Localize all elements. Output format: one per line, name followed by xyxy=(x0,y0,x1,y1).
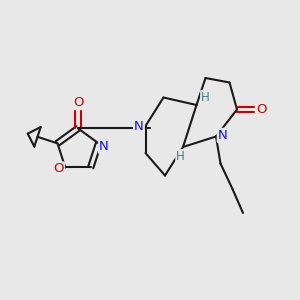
Text: N: N xyxy=(99,140,109,153)
Text: O: O xyxy=(256,103,267,116)
Text: H: H xyxy=(201,91,210,104)
Text: O: O xyxy=(73,96,83,109)
Text: N: N xyxy=(218,129,227,142)
Text: N: N xyxy=(134,119,144,133)
Text: H: H xyxy=(176,150,185,163)
Text: O: O xyxy=(53,163,64,176)
